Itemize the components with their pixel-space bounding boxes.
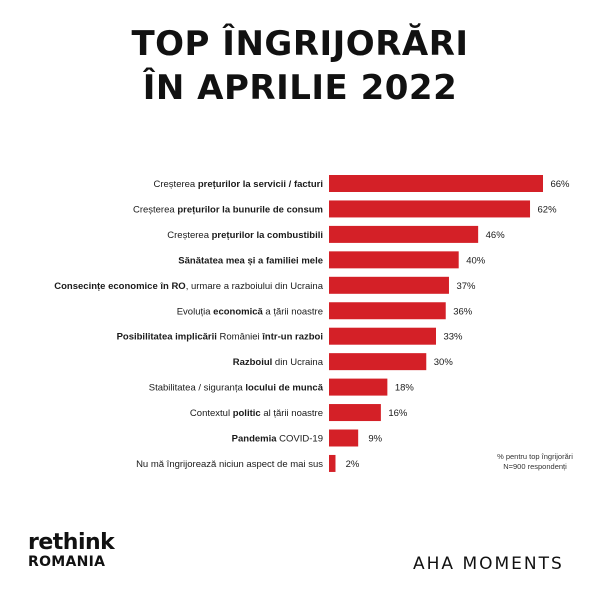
category-label-5: Consecințe economice în RO, urmare a raz… [54, 281, 323, 292]
chart-title-line-1: TOP ÎNGRIJORĂRI [131, 24, 469, 64]
value-label-9: 18% [395, 383, 415, 394]
value-label-10: 16% [388, 408, 408, 419]
value-label-12: 2% [346, 459, 360, 470]
category-label-1: Creșterea prețurilor la servicii / factu… [154, 179, 324, 190]
value-label-8: 30% [434, 357, 454, 368]
value-label-1: 66% [550, 179, 570, 190]
chart-note-line-1: % pentru top îngrijorări [497, 452, 573, 461]
bar-5 [329, 276, 449, 294]
bar-7 [329, 327, 436, 345]
bar-12 [329, 454, 336, 472]
category-label-11: Pandemia COVID-19 [232, 434, 323, 445]
rethink-logo-word: rethink [28, 530, 115, 555]
bar-1 [329, 175, 543, 192]
bar-8 [329, 353, 427, 371]
category-label-10: Contextul politic al țării noastre [190, 408, 323, 419]
category-label-6: Evoluția economică a țării noastre [177, 306, 323, 317]
chart-title-line-2: ÎN APRILIE 2022 [142, 68, 458, 108]
bar-3 [329, 225, 479, 243]
value-label-11: 9% [368, 434, 382, 445]
aha-moments-logo: AHA MOMENTS [413, 554, 564, 574]
category-label-2: Creșterea prețurilor la bunurile de cons… [133, 204, 323, 215]
value-label-2: 62% [538, 204, 558, 215]
bar-10 [329, 404, 381, 422]
value-label-6: 36% [453, 306, 473, 317]
romania-logo-word: ROMANIA [28, 554, 106, 570]
chart-note-line-2: N=900 respondenți [503, 462, 567, 471]
value-label-5: 37% [456, 281, 476, 292]
value-label-7: 33% [443, 332, 463, 343]
bar-6 [329, 302, 446, 320]
bar-4 [329, 251, 459, 269]
category-label-8: Razboiul din Ucraina [233, 357, 324, 368]
value-label-4: 40% [466, 255, 486, 266]
bar-11 [329, 429, 359, 447]
category-label-7: Posibilitatea implicării României într-u… [117, 332, 323, 343]
category-label-12: Nu mă îngrijorează niciun aspect de mai … [136, 459, 323, 470]
value-label-3: 46% [486, 230, 506, 241]
bar-9 [329, 378, 388, 396]
category-label-3: Creșterea prețurilor la combustibili [167, 230, 323, 241]
bar-2 [329, 200, 531, 218]
category-label-9: Stabilitatea / siguranța locului de munc… [149, 383, 324, 394]
category-label-4: Sănătatea mea și a familiei mele [178, 255, 323, 266]
